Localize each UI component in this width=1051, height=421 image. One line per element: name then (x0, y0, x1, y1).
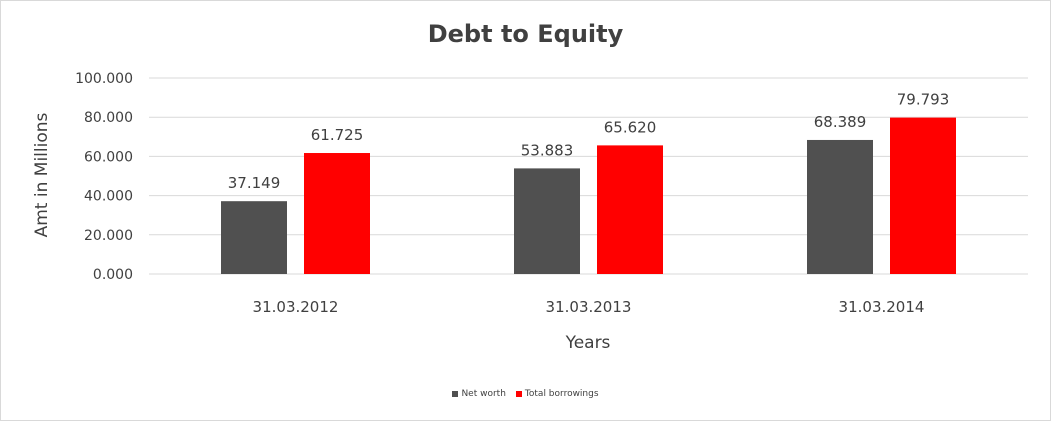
x-axis-label: Years (565, 333, 611, 353)
y-tick-label: 60.000 (84, 149, 133, 165)
data-label: 37.149 (228, 174, 281, 192)
data-label: 65.620 (604, 118, 657, 136)
legend-swatch-total-borrowings (515, 391, 522, 397)
bar (304, 153, 370, 274)
data-label: 53.883 (521, 141, 574, 159)
x-tick-label: 31.03.2014 (839, 298, 925, 316)
y-tick-label: 40.000 (84, 189, 133, 205)
bar (597, 145, 663, 274)
legend-item-net-worth: Net worth (452, 389, 506, 399)
y-tick-label: 100.000 (75, 71, 133, 87)
legend: Net worth Total borrowings (0, 389, 1051, 399)
bar (514, 168, 580, 274)
legend-label-total-borrowings: Total borrowings (524, 389, 599, 399)
y-tick-label: 0.000 (93, 267, 133, 283)
data-label: 61.725 (311, 126, 364, 144)
bar (890, 117, 956, 275)
bar (807, 139, 873, 274)
legend-swatch-net-worth (452, 391, 459, 397)
bar (221, 201, 287, 274)
y-tick-label: 20.000 (84, 228, 133, 244)
legend-label-net-worth: Net worth (461, 389, 506, 399)
x-tick-label: 31.03.2012 (253, 298, 339, 316)
legend-item-total-borrowings: Total borrowings (515, 389, 599, 399)
data-label: 79.793 (897, 91, 950, 109)
data-label: 68.389 (814, 113, 867, 131)
x-tick-label: 31.03.2013 (546, 298, 632, 316)
y-tick-label: 80.000 (84, 110, 133, 126)
chart-title: Debt to Equity (427, 20, 624, 48)
